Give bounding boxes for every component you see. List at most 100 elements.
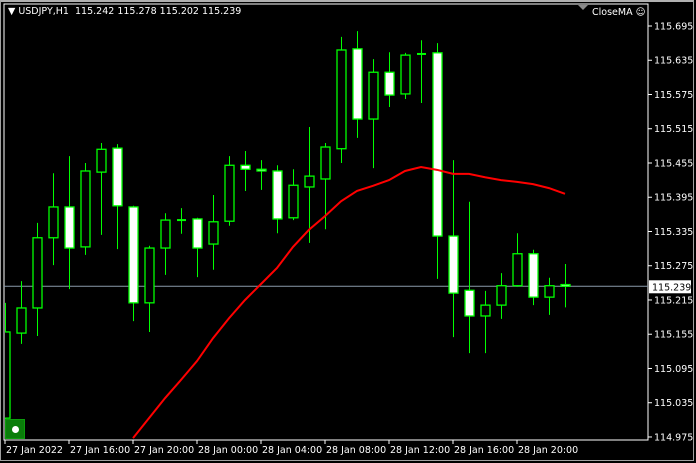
candle	[177, 208, 186, 234]
candle	[512, 233, 523, 287]
candle	[368, 59, 379, 169]
candle-body-bear	[528, 253, 539, 298]
y-tick-label: 115.515	[654, 124, 693, 135]
y-tick-label: 115.635	[654, 56, 693, 67]
dropdown-triangle-icon[interactable]: ▼	[8, 6, 19, 17]
candle	[288, 169, 299, 221]
candle	[432, 43, 443, 279]
candle-body-bull	[320, 146, 331, 180]
candle-body-bear	[64, 206, 75, 249]
chart-header: ▼ USDJPY,H1 115.242 115.278 115.202 115.…	[8, 6, 241, 17]
y-tick-label: 115.095	[654, 364, 693, 375]
indicator-menu-triangle-icon[interactable]	[578, 5, 588, 10]
x-tick-label: 28 Jan 04:00	[262, 445, 322, 456]
price-axis[interactable]: 115.695 115.635 115.575 115.515 115.455 115.3…	[648, 22, 693, 444]
candle	[496, 273, 507, 319]
candle-body-bull	[48, 206, 59, 239]
candle	[144, 245, 155, 332]
ma-line	[132, 165, 566, 439]
dot-icon	[12, 426, 19, 433]
candle	[352, 31, 363, 138]
y-tick-label: 115.575	[654, 90, 693, 101]
one-click-trading-button[interactable]	[5, 419, 25, 439]
candle-body-bear	[560, 283, 571, 287]
candle-body-bear	[432, 52, 443, 237]
candle-body-bear	[128, 206, 139, 304]
low-value: 115.202	[159, 6, 199, 17]
candle-body-bear	[272, 170, 283, 220]
candle-body-bear	[448, 235, 459, 294]
candle-body-bear	[240, 164, 251, 170]
candle	[560, 264, 571, 308]
y-tick-label: 115.215	[654, 295, 693, 306]
candle	[384, 52, 395, 108]
candle-body-bull	[288, 184, 299, 219]
x-tick-label: 28 Jan 16:00	[454, 445, 514, 456]
candle-body-bull	[144, 247, 155, 304]
candle-body-bull	[32, 237, 43, 309]
candle	[256, 160, 267, 190]
y-tick-label: 115.275	[654, 261, 693, 272]
candle	[160, 213, 171, 275]
x-tick-label: 27 Jan 16:00	[70, 445, 130, 456]
candle	[112, 144, 123, 250]
indicator-label[interactable]: CloseMA ☺	[592, 7, 646, 18]
candle	[400, 52, 411, 100]
x-tick-label: 27 Jan 20:00	[134, 445, 194, 456]
x-tick-label: 27 Jan 2022	[6, 445, 63, 456]
candle	[528, 249, 539, 306]
candle-body-bull	[336, 49, 347, 150]
candles	[5, 31, 571, 420]
candle-body-bear	[464, 289, 475, 317]
candle	[128, 205, 139, 322]
candle	[80, 162, 91, 255]
y-tick-label: 114.975	[654, 432, 693, 443]
candle	[32, 222, 43, 336]
close-value: 115.239	[202, 6, 242, 17]
open-value: 115.242	[75, 6, 115, 17]
candle-body-bull	[496, 285, 507, 306]
current-price-label: 115.239	[652, 282, 691, 293]
candle-body-bull	[80, 170, 91, 248]
candle-body-bear	[352, 48, 363, 120]
candle	[48, 173, 59, 266]
candle	[304, 127, 315, 243]
candle-body-bull	[304, 175, 315, 188]
candle	[272, 165, 283, 234]
y-tick-label: 115.455	[654, 158, 693, 169]
ma-line-group	[132, 165, 566, 439]
candle	[224, 156, 235, 226]
candle	[480, 290, 491, 354]
candle-body-bear	[112, 147, 123, 207]
candle-body-bull	[96, 148, 107, 173]
candle	[192, 217, 203, 278]
candle	[208, 194, 219, 270]
candle-body-bear	[384, 71, 395, 96]
candle-body-bull	[16, 307, 27, 334]
plot-area-border	[3, 3, 649, 441]
current-price-box	[649, 280, 691, 294]
candle-body-bull	[480, 304, 491, 317]
x-tick-label: 28 Jan 20:00	[518, 445, 578, 456]
x-tick-label: 28 Jan 00:00	[198, 445, 258, 456]
candle	[464, 201, 475, 354]
y-tick-label: 115.155	[654, 330, 693, 341]
smiley-face-icon: ☺	[635, 7, 646, 18]
candle-body-bull	[544, 285, 555, 298]
symbol-label: USDJPY,H1	[18, 6, 69, 17]
time-axis[interactable]: 27 Jan 2022 27 Jan 16:00 27 Jan 20:00 28 Ja…	[4, 440, 578, 456]
candle-body-bull	[400, 54, 411, 95]
candle	[96, 143, 107, 235]
candle-body-bear	[192, 218, 203, 249]
x-tick-label: 28 Jan 12:00	[390, 445, 450, 456]
high-value: 115.278	[117, 6, 157, 17]
indicator-name: CloseMA	[592, 7, 633, 18]
candle-body-bear	[256, 168, 267, 172]
candle-body-bull	[208, 221, 219, 245]
x-tick-label: 28 Jan 08:00	[326, 445, 386, 456]
candle	[417, 40, 426, 104]
candle-body-bull	[224, 164, 235, 222]
candle	[64, 156, 75, 290]
